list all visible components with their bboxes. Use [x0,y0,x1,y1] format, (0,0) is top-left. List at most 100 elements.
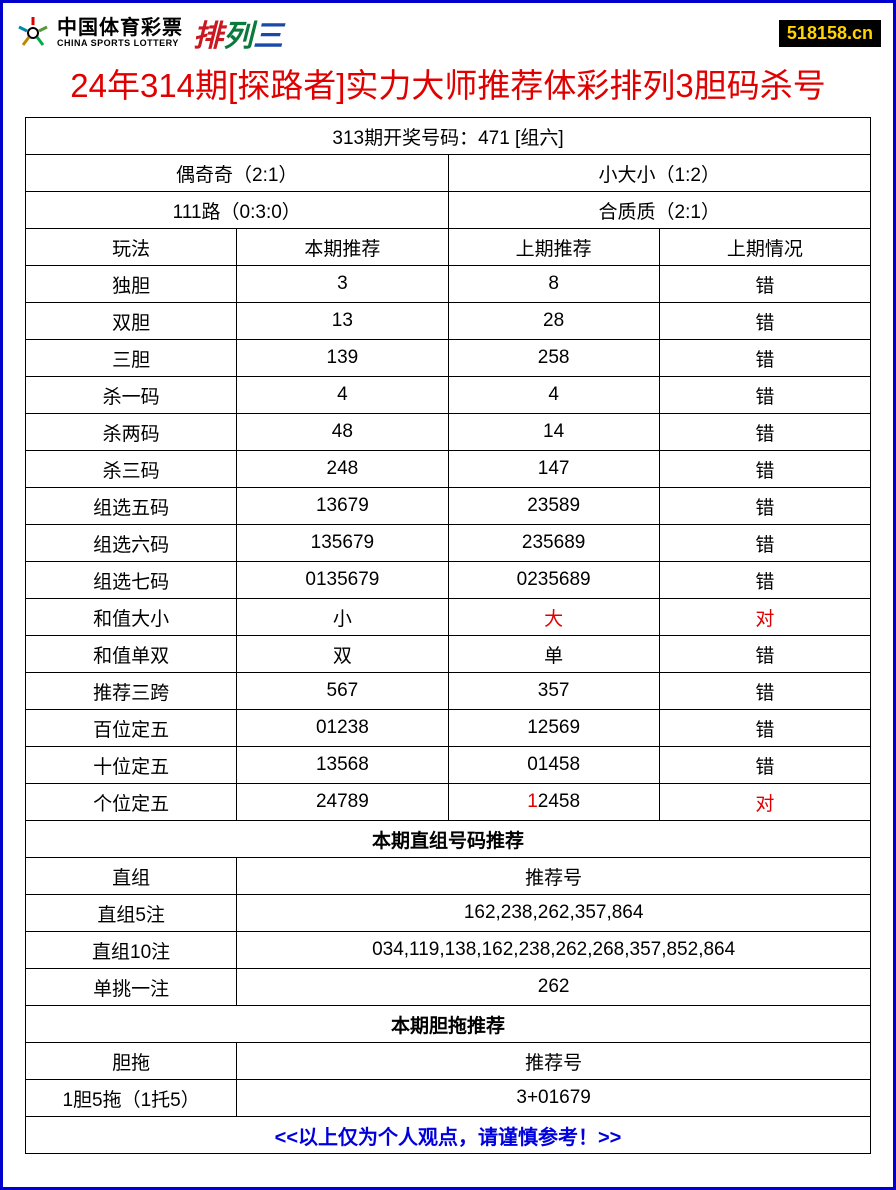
cell-method: 杀一码 [26,377,237,414]
table-row: 1胆5拖（1托5）3+01679 [26,1080,871,1117]
cell-method: 推荐三跨 [26,673,237,710]
cell-method: 十位定五 [26,747,237,784]
cell-current: 13679 [237,488,448,525]
col-header-0: 玩法 [26,229,237,266]
dantuo-value: 3+01679 [237,1080,871,1117]
zhizu-col1: 推荐号 [237,858,871,895]
cell-method: 个位定五 [26,784,237,821]
footer-note: <<以上仅为个人观点，请谨慎参考！>> [26,1117,871,1154]
pailie-brand: 排 列 三 [193,11,283,55]
logo-cn-text: 中国体育彩票 [57,18,183,39]
cell-prev: 147 [448,451,659,488]
page-title: 24年314期[探路者]实力大师推荐体彩排列3胆码杀号 [3,57,893,117]
pailie-char-3: 三 [253,11,283,55]
cell-result: 错 [659,710,870,747]
cell-result: 错 [659,636,870,673]
cell-prev: 01458 [448,747,659,784]
cell-method: 百位定五 [26,710,237,747]
cell-prev: 单 [448,636,659,673]
cell-result: 错 [659,340,870,377]
table-row: 直组10注034,119,138,162,238,262,268,357,852… [26,932,871,969]
table-row: 百位定五0123812569错 [26,710,871,747]
cell-result: 错 [659,266,870,303]
cell-method: 杀三码 [26,451,237,488]
zhizu-value: 262 [237,969,871,1006]
table-row: 和值单双双单错 [26,636,871,673]
dantuo-header: 本期胆拖推荐 [26,1006,871,1043]
cell-method: 三胆 [26,340,237,377]
zhizu-col-row: 直组 推荐号 [26,858,871,895]
cell-current: 567 [237,673,448,710]
pair2b: 合质质（2:1） [448,192,871,229]
cell-method: 独胆 [26,266,237,303]
cell-prev: 23589 [448,488,659,525]
cell-prev: 0235689 [448,562,659,599]
zhizu-header: 本期直组号码推荐 [26,821,871,858]
cell-current: 24789 [237,784,448,821]
table-row: 杀两码4814错 [26,414,871,451]
cell-current: 双 [237,636,448,673]
logo-en-text: CHINA SPORTS LOTTERY [57,39,183,48]
cell-prev: 357 [448,673,659,710]
pair-row-2: 111路（0:3:0） 合质质（2:1） [26,192,871,229]
table-wrap: 313期开奖号码：471 [组六] 偶奇奇（2:1） 小大小（1:2） 111路… [3,117,893,1164]
table-row: 推荐三跨567357错 [26,673,871,710]
zhizu-label: 直组5注 [26,895,237,932]
period-row: 313期开奖号码：471 [组六] [26,118,871,155]
dantuo-col0: 胆拖 [26,1043,237,1080]
pair1b: 小大小（1:2） [448,155,871,192]
cell-result: 错 [659,414,870,451]
period-cell: 313期开奖号码：471 [组六] [26,118,871,155]
cell-current: 13 [237,303,448,340]
table-row: 单挑一注262 [26,969,871,1006]
logo-block: 中国体育彩票 CHINA SPORTS LOTTERY 排 列 三 [15,11,283,55]
cell-prev: 14 [448,414,659,451]
cell-result: 错 [659,562,870,599]
zhizu-value: 034,119,138,162,238,262,268,357,852,864 [237,932,871,969]
cell-prev: 12569 [448,710,659,747]
cell-method: 双胆 [26,303,237,340]
zhizu-col0: 直组 [26,858,237,895]
table-row: 杀三码248147错 [26,451,871,488]
cell-result: 错 [659,673,870,710]
table-row: 独胆38错 [26,266,871,303]
table-row: 双胆1328错 [26,303,871,340]
cell-result: 错 [659,451,870,488]
cell-prev: 258 [448,340,659,377]
cell-current: 小 [237,599,448,636]
cell-current: 48 [237,414,448,451]
pair2a: 111路（0:3:0） [26,192,449,229]
cell-method: 组选五码 [26,488,237,525]
table-row: 组选七码01356790235689错 [26,562,871,599]
cell-current: 01238 [237,710,448,747]
main-table: 313期开奖号码：471 [组六] 偶奇奇（2:1） 小大小（1:2） 111路… [25,117,871,1154]
dantuo-header-row: 本期胆拖推荐 [26,1006,871,1043]
column-header-row: 玩法 本期推荐 上期推荐 上期情况 [26,229,871,266]
zhizu-label: 直组10注 [26,932,237,969]
dantuo-col1: 推荐号 [237,1043,871,1080]
table-row: 组选五码1367923589错 [26,488,871,525]
pailie-char-1: 排 [193,11,223,55]
table-row: 三胆139258错 [26,340,871,377]
cell-current: 4 [237,377,448,414]
header: 中国体育彩票 CHINA SPORTS LOTTERY 排 列 三 518158… [3,3,893,57]
dantuo-label: 1胆5拖（1托5） [26,1080,237,1117]
site-badge: 518158.cn [779,20,881,47]
col-header-3: 上期情况 [659,229,870,266]
cell-result: 错 [659,377,870,414]
table-row: 和值大小小大对 [26,599,871,636]
cell-method: 杀两码 [26,414,237,451]
cell-current: 13568 [237,747,448,784]
cell-prev: 8 [448,266,659,303]
table-row: 直组5注162,238,262,357,864 [26,895,871,932]
cell-result: 错 [659,488,870,525]
col-header-2: 上期推荐 [448,229,659,266]
pair1a: 偶奇奇（2:1） [26,155,449,192]
cell-prev: 235689 [448,525,659,562]
table-row: 个位定五2478912458对 [26,784,871,821]
cell-result: 错 [659,525,870,562]
dantuo-col-row: 胆拖 推荐号 [26,1043,871,1080]
table-row: 组选六码135679235689错 [26,525,871,562]
footer-row: <<以上仅为个人观点，请谨慎参考！>> [26,1117,871,1154]
zhizu-header-row: 本期直组号码推荐 [26,821,871,858]
